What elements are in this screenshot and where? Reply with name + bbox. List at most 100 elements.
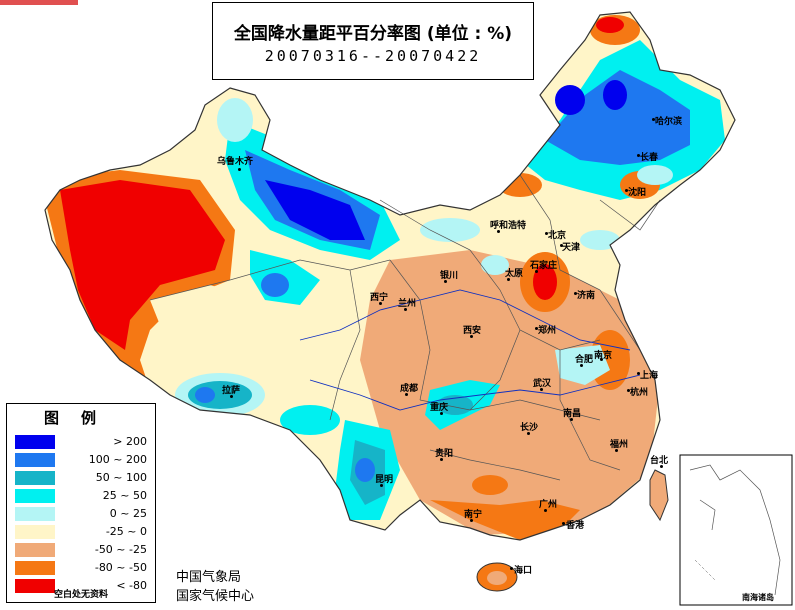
city-label-changchun: 长春: [640, 153, 659, 163]
legend-item: 50 ~ 100: [13, 470, 153, 486]
city-label-nanjing: 南京: [594, 351, 613, 361]
city-dot: [580, 364, 583, 367]
legend-item: -25 ~ 0: [13, 524, 153, 540]
city-dot: [562, 522, 565, 525]
legend-item: -50 ~ -25: [13, 542, 153, 558]
city-dot: [470, 335, 473, 338]
city-label-guiyang: 贵阳: [435, 449, 454, 459]
city-label-urumqi: 乌鲁木齐: [217, 157, 254, 167]
city-label-hohhot: 呼和浩特: [490, 221, 527, 231]
city-dot: [600, 358, 603, 361]
legend-label: -80 ~ -50: [94, 561, 147, 574]
legend-label: -50 ~ -25: [94, 543, 147, 556]
city-dot: [527, 432, 530, 435]
legend-label: 50 ~ 100: [95, 471, 147, 484]
taiwan-island: [649, 469, 669, 522]
city-dot: [440, 458, 443, 461]
city-label-shijiazhuang: 石家庄: [530, 261, 558, 271]
city-dot: [510, 567, 513, 570]
city-label-kunming: 昆明: [375, 475, 394, 485]
legend: 图例 > 200 100 ~ 200 50 ~ 100 25 ~ 50 0 ~ …: [6, 403, 156, 603]
date-range: 20070316--20070422: [264, 47, 482, 65]
city-label-harbin: 哈尔滨: [655, 117, 683, 127]
hainan-inner: [487, 571, 507, 585]
city-dot: [574, 292, 577, 295]
city-dot: [440, 412, 443, 415]
legend-label: < -80: [116, 579, 147, 592]
city-label-taiyuan: 太原: [505, 269, 524, 279]
legend-label: > 200: [113, 435, 147, 448]
city-dot: [652, 118, 655, 121]
city-dot: [625, 189, 628, 192]
city-label-changsha: 长沙: [520, 423, 539, 433]
legend-item: -80 ~ -50: [13, 560, 153, 576]
title-box: 全国降水量距平百分率图 (单位 : %) 20070316--20070422: [212, 2, 534, 80]
city-label-yinchuan: 银川: [440, 271, 459, 281]
city-label-guangzhou: 广州: [539, 500, 558, 510]
legend-swatch: [15, 471, 55, 485]
legend-swatch: [15, 435, 55, 449]
legend-swatch: [15, 525, 55, 539]
corner-artifact: [0, 0, 78, 5]
rivers: [299, 289, 641, 411]
legend-swatch: [15, 453, 55, 467]
legend-swatch: [15, 489, 55, 503]
city-label-zhengzhou: 郑州: [538, 326, 557, 336]
legend-label: -25 ~ 0: [105, 525, 147, 538]
city-label-haikou: 海口: [514, 566, 533, 576]
legend-swatch: [15, 507, 55, 521]
city-label-hongkong: 香港: [566, 521, 585, 531]
legend-label: 25 ~ 50: [102, 489, 147, 502]
city-dot: [660, 465, 663, 468]
credit-ncc: 国家气候中心: [176, 589, 255, 604]
city-dot: [404, 308, 407, 311]
city-label-lanzhou: 兰州: [398, 299, 417, 309]
city-label-tianjin: 天津: [562, 243, 581, 253]
city-label-wuhan: 武汉: [533, 379, 552, 389]
legend-item: > 200: [13, 434, 153, 450]
legend-label: 0 ~ 25: [109, 507, 147, 520]
city-dot: [544, 509, 547, 512]
credit-cma: 中国气象局: [176, 570, 242, 585]
city-label-xian: 西安: [463, 326, 482, 336]
city-dot: [497, 230, 500, 233]
legend-footer: 空白处无资料: [53, 590, 108, 600]
city-label-lhasa: 拉萨: [222, 386, 241, 396]
map-title: 全国降水量距平百分率图 (单位 : %): [233, 24, 513, 44]
city-dot: [540, 388, 543, 391]
city-dot: [379, 302, 382, 305]
city-label-jinan: 济南: [577, 291, 596, 301]
city-label-beijing: 北京: [548, 231, 567, 241]
city-label-chongqing: 重庆: [430, 403, 449, 413]
city-dot: [470, 519, 473, 522]
city-dot: [535, 270, 538, 273]
city-label-chengdu: 成都: [400, 384, 419, 394]
city-label-fuzhou: 福州: [610, 440, 629, 450]
city-dot: [570, 418, 573, 421]
legend-title: 图例: [43, 409, 118, 427]
legend-item: 0 ~ 25: [13, 506, 153, 522]
city-dot: [545, 232, 548, 235]
city-label-shenyang: 沈阳: [628, 188, 647, 198]
city-dot: [238, 168, 241, 171]
city-dot: [380, 484, 383, 487]
legend-label: 100 ~ 200: [88, 453, 147, 466]
legend-swatch: [15, 579, 55, 593]
province-boundaries: [149, 174, 661, 481]
legend-item: 25 ~ 50: [13, 488, 153, 504]
city-label-nanchang: 南昌: [563, 409, 582, 419]
city-dot: [637, 372, 640, 375]
city-dot: [637, 154, 640, 157]
city-dot: [405, 393, 408, 396]
country-outline: [44, 11, 736, 541]
legend-item: < -80: [13, 578, 153, 594]
city-dot: [560, 244, 563, 247]
legend-item: 100 ~ 200: [13, 452, 153, 468]
city-dot: [230, 395, 233, 398]
inset-label: 南海诸岛: [742, 593, 774, 602]
city-label-hangzhou: 杭州: [630, 388, 649, 398]
city-dot: [615, 449, 618, 452]
city-label-shanghai: 上海: [640, 371, 659, 381]
